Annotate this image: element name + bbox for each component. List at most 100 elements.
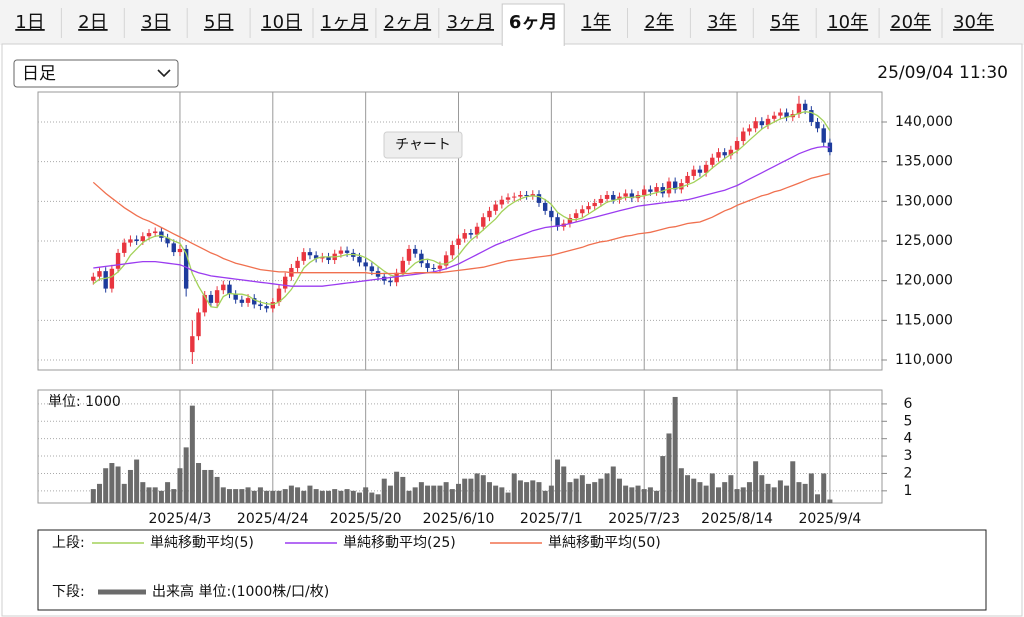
candle-body: [307, 252, 313, 256]
volume-bar: [486, 482, 492, 503]
volume-bar: [189, 405, 195, 503]
volume-bar: [326, 490, 332, 503]
volume-bar: [332, 489, 338, 503]
x-tick-label: 2025/8/14: [701, 511, 773, 527]
volume-bar: [177, 468, 183, 503]
candle-body: [524, 194, 529, 196]
volume-bar: [171, 489, 177, 503]
moving-average-line: [92, 172, 831, 275]
volume-bar: [103, 468, 109, 503]
tab[interactable]: 20年: [890, 12, 931, 33]
legend-label: 単純移動平均(5): [150, 535, 254, 551]
tab[interactable]: 5年: [770, 12, 799, 33]
tab[interactable]: 1日: [15, 12, 44, 33]
volume-bar: [796, 482, 802, 503]
x-tick-label: 2025/5/20: [330, 511, 402, 527]
candle-body: [685, 175, 690, 184]
tab[interactable]: 3年: [707, 12, 736, 33]
candle-body: [716, 152, 721, 158]
tab[interactable]: 2年: [644, 12, 673, 33]
candle-body: [772, 115, 777, 119]
volume-bar: [771, 487, 777, 503]
candle-body: [765, 118, 771, 126]
volume-bar: [709, 473, 715, 503]
candle-body: [536, 194, 542, 203]
volume-bar: [295, 487, 301, 503]
candle-body: [512, 196, 517, 198]
y-tick-label: 135,000: [895, 154, 953, 170]
volume-bar: [226, 489, 232, 503]
volume-bar: [165, 482, 171, 503]
candle-body: [629, 193, 635, 199]
volume-bar: [121, 483, 127, 503]
period-select[interactable]: [13, 59, 179, 88]
candle-body: [344, 250, 350, 253]
volume-bar: [381, 478, 387, 503]
candle-body: [734, 141, 740, 150]
candle-body: [815, 121, 820, 129]
volume-bar: [468, 478, 474, 503]
legend-box: [37, 529, 987, 611]
candle-body: [703, 164, 709, 173]
volume-bar: [536, 482, 542, 503]
volume-bar: [728, 475, 734, 503]
volume-bar: [815, 494, 821, 503]
volume-bar: [437, 485, 443, 503]
tab[interactable]: 10日: [261, 12, 302, 33]
tab[interactable]: 3日: [141, 12, 170, 33]
volume-bar: [790, 461, 796, 503]
candle-body: [567, 217, 573, 224]
tab[interactable]: 2ヶ月: [384, 12, 431, 33]
candle-body: [555, 217, 560, 227]
candle-body: [313, 255, 319, 259]
volume-bar: [827, 499, 833, 503]
tab[interactable]: 3ヶ月: [447, 12, 494, 33]
volume-bar: [759, 475, 765, 503]
candle-body: [357, 256, 362, 263]
candle-body: [617, 196, 622, 200]
candle-body: [406, 248, 412, 261]
x-tick-label: 2025/9/4: [798, 511, 861, 527]
period-select-label[interactable]: 日足: [22, 64, 56, 84]
volume-bar: [511, 473, 517, 503]
volume-bar: [350, 490, 356, 503]
candle-body: [419, 253, 424, 264]
candle-body: [456, 238, 461, 245]
x-tick-label: 2025/4/3: [149, 511, 212, 527]
candle-body: [604, 194, 610, 199]
candle-body: [518, 194, 523, 197]
candle-body: [233, 294, 238, 300]
tab[interactable]: 6ヶ月: [509, 12, 558, 33]
volume-bar: [140, 482, 146, 503]
x-tick-label: 2025/6/10: [423, 511, 495, 527]
volume-bar: [493, 485, 499, 503]
tab[interactable]: 10年: [827, 12, 868, 33]
volume-bar: [387, 485, 393, 503]
tab[interactable]: 5日: [204, 12, 233, 33]
tab[interactable]: 1ヶ月: [321, 12, 368, 33]
moving-average-line: [92, 111, 831, 309]
tab[interactable]: 30年: [953, 12, 994, 33]
candle-body: [276, 288, 282, 303]
candle-body: [159, 231, 164, 238]
volume-bar: [462, 478, 468, 503]
x-tick-label: 2025/4/24: [237, 511, 309, 527]
candle-body: [183, 248, 189, 289]
volume-bar: [616, 478, 622, 503]
candle-body: [134, 239, 139, 241]
volume-bar: [715, 487, 721, 503]
candle-body: [809, 110, 814, 122]
candle-body: [530, 194, 535, 196]
candle-body: [654, 187, 659, 192]
candle-body: [443, 255, 449, 266]
candle-body: [468, 233, 474, 235]
volume-bar: [579, 475, 585, 503]
volume-bar: [319, 490, 325, 503]
tab[interactable]: 1年: [581, 12, 610, 33]
volume-bar: [474, 473, 480, 503]
candle-body: [363, 262, 368, 267]
volume-bar: [765, 483, 771, 503]
tab[interactable]: 2日: [78, 12, 107, 33]
candle-body: [177, 248, 183, 253]
